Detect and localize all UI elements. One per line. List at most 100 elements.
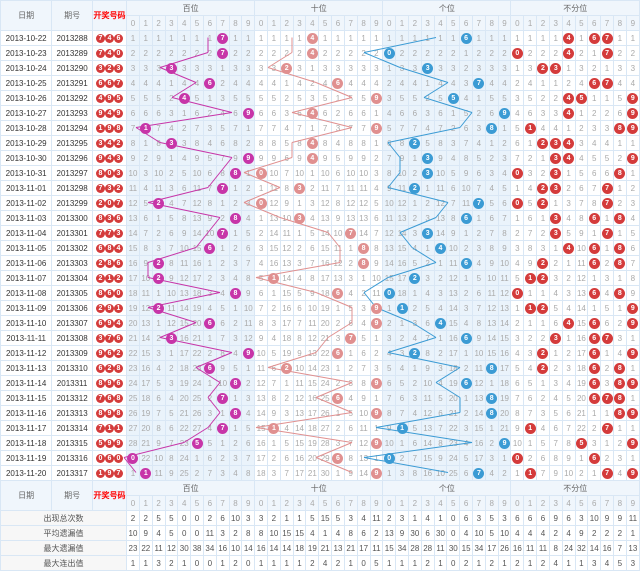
- cell-date: 2013-10-27: [1, 106, 52, 121]
- hit-ball: 8: [486, 123, 497, 134]
- cell-bfw: 6: [626, 241, 639, 256]
- cell-bai: 3: [165, 106, 178, 121]
- cell-ge: 7: [473, 196, 486, 211]
- cell-bai: 6: [165, 421, 178, 436]
- cell-bfw: 3: [511, 91, 524, 106]
- cell-ge: 12: [473, 376, 486, 391]
- cell-win: 342: [92, 136, 126, 151]
- stat-cell: 0: [447, 511, 460, 526]
- hit-ball: 6: [461, 258, 472, 269]
- cell-shi: 11: [370, 286, 383, 301]
- cell-bfw: 1: [511, 181, 524, 196]
- cell-bfw: 2: [588, 61, 601, 76]
- stat-cell: 5: [370, 556, 383, 571]
- win-ball: 6: [114, 379, 123, 388]
- hit-ball: 7: [217, 423, 228, 434]
- cell-bai: 12: [191, 196, 204, 211]
- hit-ball: 7: [345, 333, 356, 344]
- cell-win: 684: [92, 241, 126, 256]
- cell-ge: 4: [434, 301, 447, 316]
- hit-ball: 9: [627, 318, 638, 329]
- header-group-bai: 百位: [127, 1, 255, 16]
- cell-bai: 4: [203, 136, 216, 151]
- cell-ge: 12: [434, 196, 447, 211]
- cell-shi: 7: [268, 376, 281, 391]
- stat-cell: 5: [485, 526, 498, 541]
- cell-bfw: 1: [601, 91, 614, 106]
- cell-ge: 1: [485, 31, 498, 46]
- cell-bfw: 4: [613, 466, 626, 481]
- cell-bfw: 3: [601, 376, 614, 391]
- cell-shi: 14: [280, 271, 293, 286]
- cell-shi: 13: [268, 211, 281, 226]
- stat-cell: 3: [498, 511, 511, 526]
- cell-bai: 3: [191, 61, 204, 76]
- cell-shi: 5: [280, 436, 293, 451]
- win-ball: 4: [114, 244, 123, 253]
- cell-bfw: 2: [537, 226, 550, 241]
- cell-ge: 9: [447, 226, 460, 241]
- cell-bai: 10: [216, 376, 229, 391]
- cell-ge: 7: [447, 196, 460, 211]
- stat-cell: 0: [191, 556, 204, 571]
- cell-shi: 4: [306, 46, 319, 61]
- stat-cell: 1: [626, 526, 639, 541]
- cell-bfw: 5: [524, 376, 537, 391]
- cell-win: 898: [92, 406, 126, 421]
- cell-shi: 6: [293, 106, 306, 121]
- cell-ge: 15: [396, 241, 409, 256]
- cell-bfw: 1: [626, 166, 639, 181]
- cell-bfw: 2: [613, 196, 626, 211]
- cell-bfw: 6: [588, 256, 601, 271]
- cell-win: 323: [92, 61, 126, 76]
- cell-bai: 7: [242, 256, 255, 271]
- cell-bai: 3: [178, 61, 191, 76]
- cell-shi: 2: [332, 376, 345, 391]
- hit-ball: 5: [576, 93, 587, 104]
- data-row: 2013-10-25201329166744414462444414246444…: [1, 76, 640, 91]
- cell-bai: 3: [165, 331, 178, 346]
- cell-ge: 14: [473, 406, 486, 421]
- cell-shi: 4: [306, 106, 319, 121]
- cell-shi: 12: [268, 196, 281, 211]
- cell-bai: 2: [216, 76, 229, 91]
- cell-shi: 2: [268, 46, 281, 61]
- cell-bai: 8: [229, 286, 242, 301]
- cell-ge: 9: [421, 361, 434, 376]
- stat-cell: 10: [229, 511, 242, 526]
- hit-ball: 8: [614, 258, 625, 269]
- cell-shi: 3: [268, 316, 281, 331]
- cell-shi: 6: [280, 151, 293, 166]
- cell-ge: 2: [498, 136, 511, 151]
- cell-bfw: 1: [626, 331, 639, 346]
- cell-shi: 3: [280, 106, 293, 121]
- cell-bai: 4: [178, 91, 191, 106]
- cell-bai: 15: [127, 241, 140, 256]
- cell-shi: 9: [319, 151, 332, 166]
- cell-shi: 4: [293, 76, 306, 91]
- hit-ball: 4: [307, 108, 318, 119]
- cell-bfw: 4: [626, 76, 639, 91]
- win-ball: 1: [114, 424, 123, 433]
- cell-bfw: 8: [613, 361, 626, 376]
- win-ball: 2: [114, 349, 123, 358]
- cell-bfw: 1: [537, 376, 550, 391]
- cell-shi: 3: [293, 181, 306, 196]
- cell-bai: 7: [139, 226, 152, 241]
- cell-shi: 1: [268, 271, 281, 286]
- stat-cell: 13: [383, 526, 396, 541]
- cell-bfw: 9: [626, 466, 639, 481]
- cell-shi: 2: [370, 151, 383, 166]
- cell-ge: 9: [434, 151, 447, 166]
- hit-ball: 4: [563, 153, 574, 164]
- cell-bai: 9: [152, 436, 165, 451]
- cell-bfw: 7: [601, 226, 614, 241]
- cell-shi: 8: [357, 241, 370, 256]
- cell-shi: 8: [268, 391, 281, 406]
- cell-bfw: 6: [524, 211, 537, 226]
- win-ball: 3: [114, 229, 123, 238]
- cell-bfw: 7: [588, 181, 601, 196]
- hit-ball: 7: [602, 333, 613, 344]
- hit-ball: 3: [550, 153, 561, 164]
- cell-ge: 2: [473, 106, 486, 121]
